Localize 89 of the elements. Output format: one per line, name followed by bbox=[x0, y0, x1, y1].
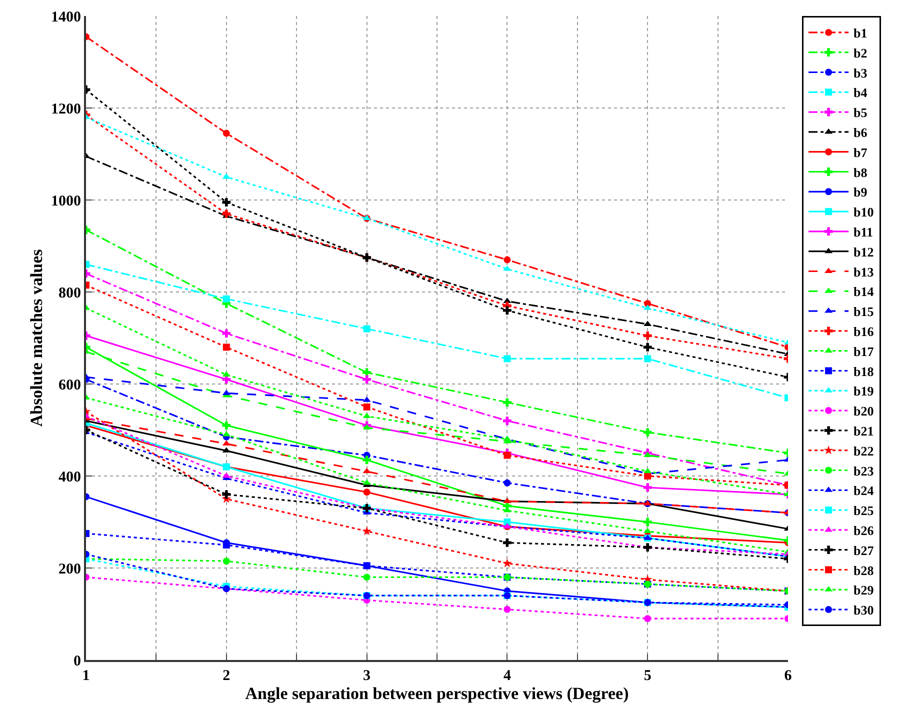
y-tick-label: 200 bbox=[58, 561, 81, 578]
legend-label: b19 bbox=[854, 384, 874, 399]
x-tick-label: 2 bbox=[222, 668, 230, 684]
point bbox=[222, 295, 230, 302]
point bbox=[362, 456, 371, 464]
point bbox=[222, 440, 230, 446]
legend-label: b8 bbox=[854, 164, 868, 180]
x-tick-label: 4 bbox=[503, 668, 512, 684]
legend-label: b27 bbox=[854, 542, 874, 558]
point bbox=[222, 198, 231, 206]
point bbox=[644, 468, 652, 474]
legend-label: b18 bbox=[854, 364, 874, 379]
point bbox=[504, 606, 511, 613]
point bbox=[503, 538, 512, 547]
point bbox=[643, 428, 652, 436]
point bbox=[643, 518, 652, 526]
point bbox=[222, 130, 230, 137]
point bbox=[363, 488, 370, 496]
point bbox=[504, 355, 511, 362]
point bbox=[363, 562, 370, 570]
point bbox=[503, 416, 512, 425]
point bbox=[363, 325, 370, 332]
y-axis-title: Absolute matches values bbox=[27, 248, 46, 427]
point bbox=[644, 615, 652, 622]
legend-label: b2 bbox=[854, 45, 868, 60]
point bbox=[222, 490, 231, 499]
point bbox=[504, 256, 511, 264]
legend-label: b25 bbox=[854, 503, 874, 518]
point bbox=[363, 404, 370, 410]
point bbox=[222, 371, 230, 377]
legend-label: b29 bbox=[854, 582, 874, 598]
point bbox=[643, 483, 652, 492]
legend-label: b6 bbox=[854, 125, 868, 140]
legend-label: b11 bbox=[854, 224, 874, 240]
legend-label: b26 bbox=[854, 523, 874, 538]
x-tick-label: 6 bbox=[784, 668, 792, 684]
point bbox=[222, 421, 231, 430]
legend-label: b3 bbox=[854, 65, 868, 80]
legend-label: b7 bbox=[854, 144, 868, 160]
point bbox=[222, 344, 230, 351]
point bbox=[504, 452, 511, 459]
point bbox=[362, 375, 371, 384]
legend-label: b17 bbox=[854, 344, 874, 359]
legend-label: b10 bbox=[854, 204, 874, 220]
point bbox=[222, 210, 231, 218]
legend-label: b12 bbox=[854, 244, 874, 260]
point bbox=[503, 398, 512, 407]
point bbox=[502, 558, 512, 568]
y-tick-label: 400 bbox=[58, 469, 81, 486]
point bbox=[644, 452, 652, 458]
legend-label: b22 bbox=[854, 443, 874, 458]
y-tick-label: 800 bbox=[58, 285, 81, 302]
legend-label: b9 bbox=[854, 184, 868, 200]
legend-label: b30 bbox=[854, 602, 874, 618]
point bbox=[222, 558, 230, 565]
y-tick-label: 1400 bbox=[51, 9, 81, 26]
legend-label: b20 bbox=[854, 404, 874, 419]
x-tick-label: 1 bbox=[82, 668, 90, 684]
point bbox=[363, 574, 370, 581]
legend-label: b14 bbox=[854, 284, 874, 300]
legend-label: b13 bbox=[854, 264, 874, 280]
point bbox=[644, 472, 652, 480]
y-tick-label: 1200 bbox=[51, 101, 81, 118]
x-tick-label: 3 bbox=[363, 668, 371, 684]
point bbox=[362, 526, 372, 536]
legend-label: b16 bbox=[854, 324, 874, 340]
point bbox=[643, 343, 652, 352]
legend-label: b1 bbox=[854, 26, 868, 41]
x-tick-label: 5 bbox=[644, 668, 652, 684]
point bbox=[643, 332, 652, 340]
legend-label: b5 bbox=[854, 105, 868, 120]
point bbox=[222, 329, 231, 338]
legend-label: b15 bbox=[854, 304, 874, 320]
y-tick-label: 0 bbox=[74, 653, 81, 670]
y-tick-label: 1000 bbox=[51, 193, 81, 210]
point bbox=[504, 518, 511, 526]
point bbox=[503, 306, 512, 315]
point bbox=[362, 479, 371, 485]
x-axis-title: Angle separation between perspective views (Degree) bbox=[245, 684, 629, 703]
legend-label: b28 bbox=[854, 562, 874, 578]
legend-label: b24 bbox=[854, 483, 874, 498]
y-tick-label: 600 bbox=[58, 377, 81, 394]
point bbox=[222, 542, 230, 548]
point bbox=[362, 468, 371, 474]
legend-label: b23 bbox=[854, 463, 874, 478]
point bbox=[644, 355, 652, 362]
legend-label: b21 bbox=[854, 424, 874, 439]
point bbox=[504, 479, 511, 486]
legend-label: b4 bbox=[854, 85, 868, 100]
